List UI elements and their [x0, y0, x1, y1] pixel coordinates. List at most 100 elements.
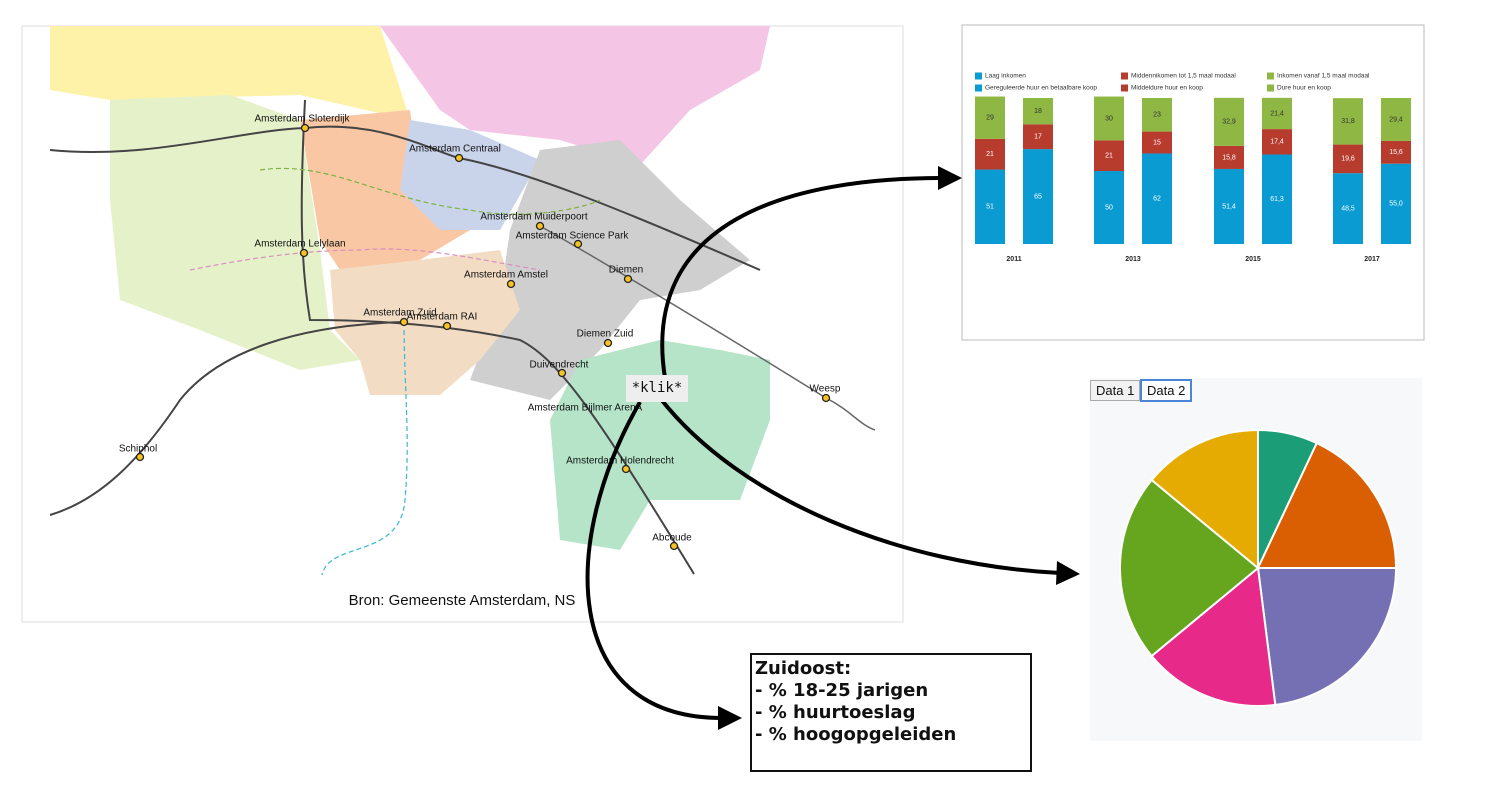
value-label: 17,4 [1270, 139, 1284, 146]
map [49, 26, 876, 576]
station-label: Amsterdam RAI [407, 312, 478, 323]
legend-swatch [1121, 84, 1128, 92]
note-box [750, 653, 1032, 772]
station-label: Weesp [810, 384, 841, 395]
legend-swatch [1267, 84, 1274, 92]
station-label: Diemen [609, 265, 643, 276]
value-label: 15 [1153, 139, 1161, 146]
bar-segment [1333, 173, 1363, 244]
region [50, 26, 410, 120]
region [110, 95, 360, 370]
station-dot [442, 321, 452, 331]
station-dot [669, 541, 679, 551]
value-label: 15,8 [1222, 154, 1236, 161]
value-label: 62 [1153, 196, 1161, 203]
data-button[interactable]: Data 1 [1090, 380, 1141, 401]
station-dot [300, 123, 310, 133]
value-label: 21 [1105, 153, 1113, 160]
note-line: Zuidoost: [755, 658, 851, 679]
station-label: Duivendrecht [530, 360, 589, 371]
rail [49, 321, 405, 516]
bar-segment [1214, 97, 1244, 146]
bar-segment [1262, 129, 1292, 155]
x-tick-label: 2013 [1125, 256, 1141, 263]
bar-segment [1214, 168, 1244, 244]
bar-segment [1381, 163, 1411, 244]
value-label: 48,5 [1341, 205, 1355, 212]
bar-segment [1381, 98, 1411, 141]
bar-segment [975, 96, 1005, 139]
bar-segment [1142, 131, 1172, 154]
pie-chart [1119, 428, 1398, 707]
station-dot [603, 338, 613, 348]
bar-segment [1333, 144, 1363, 174]
station-dot [621, 464, 631, 474]
arrowhead [1056, 561, 1080, 585]
note: Zuidoost:- % 18-25 jarigen- % huurtoesla… [755, 658, 956, 745]
station-dot [535, 221, 545, 231]
station-dot [135, 452, 145, 462]
station-label: Amsterdam Science Park [516, 231, 630, 242]
bar-segment [1023, 149, 1053, 244]
value-label: 32,9 [1222, 119, 1236, 126]
legend-swatch [1121, 72, 1128, 80]
station-dot [299, 248, 309, 258]
bar-chart: Laag inkomen Middennikomen tot 1,5 maal m… [975, 72, 1411, 263]
region [470, 140, 750, 400]
value-label: 50 [1105, 204, 1113, 211]
pie-slice [1256, 567, 1398, 707]
x-tick-label: 2015 [1245, 256, 1261, 263]
value-label: 21,4 [1270, 110, 1284, 117]
station-dot [506, 279, 516, 289]
station-label: Amsterdam Zuid [363, 308, 436, 319]
station-label: Abcoude [652, 533, 692, 544]
bar-segment [1094, 171, 1124, 244]
station-dot [623, 274, 633, 284]
arrowhead [938, 166, 962, 190]
bar-segment [1262, 154, 1292, 244]
region [300, 110, 470, 270]
region [380, 26, 770, 165]
data-button[interactable]: Data 2 [1140, 379, 1193, 402]
legend-label: Dure huur en koop [1277, 85, 1331, 92]
bar-segment [1142, 98, 1172, 132]
arrowhead [718, 706, 742, 730]
station-dot [454, 153, 464, 163]
region [550, 340, 770, 550]
arrow [660, 176, 943, 379]
bar-segment [1023, 98, 1053, 125]
value-label: 55,0 [1389, 201, 1403, 208]
value-label: 51,4 [1222, 203, 1236, 210]
legend-swatch [975, 72, 982, 80]
rail [49, 125, 761, 271]
stations: Amsterdam Sloterdijk Amsterdam Centraal Am… [119, 114, 841, 551]
legend-swatch [975, 84, 982, 92]
metro [321, 329, 408, 576]
station-label: Schiphol [119, 444, 157, 455]
x-tick-label: 2017 [1364, 256, 1380, 263]
metro [189, 248, 541, 271]
legend-label: Gereguleerde huur en betaalbare koop [985, 85, 1097, 92]
arrow [658, 396, 1061, 575]
value-label: 29 [986, 115, 994, 122]
value-label: 18 [1034, 108, 1042, 115]
station-dot [399, 317, 409, 327]
value-label: 31,8 [1341, 118, 1355, 125]
station-dot [821, 393, 831, 403]
station-label: Amsterdam Lelylaan [254, 239, 345, 250]
station-dot [573, 239, 583, 249]
legend-label: Middennikomen tot 1,5 maal modaal [1131, 73, 1236, 80]
bar-segment [975, 169, 1005, 244]
bar-segment [1262, 97, 1292, 130]
value-label: 30 [1105, 115, 1113, 122]
station-label: Amsterdam Muiderpoort [480, 212, 587, 223]
pie-slice [1256, 441, 1398, 569]
bar-segment [1214, 145, 1244, 169]
value-label: 65 [1034, 193, 1042, 200]
arrow [585, 400, 723, 720]
bar-segment [1094, 140, 1124, 171]
station-label: Amsterdam Sloterdijk [254, 114, 350, 125]
value-label: 51 [986, 204, 994, 211]
